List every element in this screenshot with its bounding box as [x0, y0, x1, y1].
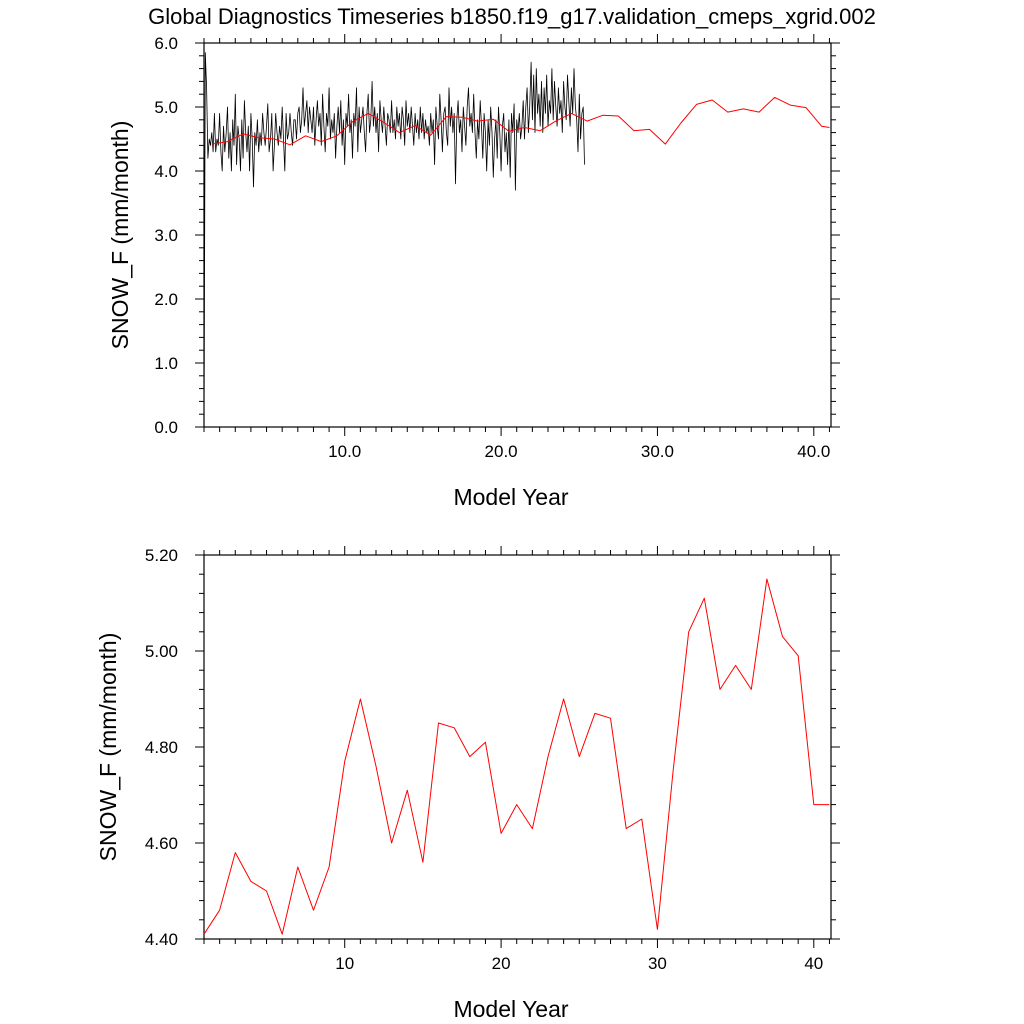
- annual-mean-line: [211, 96, 830, 146]
- y-tick-label: 6.0: [154, 34, 178, 53]
- x-tick-label: 20.0: [485, 442, 518, 461]
- top-x-axis-label: Model Year: [453, 484, 568, 510]
- page-title: Global Diagnostics Timeseries b1850.f19_…: [148, 4, 876, 29]
- bottom-y-axis-label: SNOW_F (mm/month): [95, 633, 121, 862]
- x-tick-label: 10: [335, 954, 354, 973]
- bottom-x-axis-label: Model Year: [453, 996, 568, 1022]
- x-tick-label: 40.0: [797, 442, 830, 461]
- y-tick-label: 0.0: [154, 418, 178, 437]
- top-annual-series: [211, 96, 830, 146]
- bottom-x-tick-labels: 10 20 30 40: [335, 954, 823, 973]
- monthly-line: [203, 52, 585, 428]
- bottom-panel: 4.40 4.60 4.80 5.00 5.20 10 20 30 40 Model Year…: [95, 546, 840, 1022]
- top-panel: 0.0 1.0 2.0 3.0 4.0 5.0 6.0 10.0 20.0 30.0 40.0 M…: [107, 34, 840, 510]
- bottom-annual-series: [203, 578, 830, 935]
- x-tick-label: 10.0: [328, 442, 361, 461]
- x-tick-label: 30: [648, 954, 667, 973]
- y-tick-label: 1.0: [154, 354, 178, 373]
- top-ticks: [195, 34, 840, 436]
- bottom-ticks: [195, 546, 840, 948]
- y-tick-label: 5.0: [154, 98, 178, 117]
- y-tick-label: 4.80: [145, 738, 178, 757]
- x-tick-label: 40: [804, 954, 823, 973]
- top-y-tick-labels: 0.0 1.0 2.0 3.0 4.0 5.0 6.0: [154, 34, 178, 437]
- y-tick-label: 5.20: [145, 546, 178, 565]
- x-tick-label: 30.0: [641, 442, 674, 461]
- y-tick-label: 4.0: [154, 162, 178, 181]
- y-tick-label: 2.0: [154, 290, 178, 309]
- y-tick-label: 3.0: [154, 226, 178, 245]
- top-x-tick-labels: 10.0 20.0 30.0 40.0: [328, 442, 830, 461]
- top-monthly-series: [203, 52, 585, 428]
- y-tick-label: 4.40: [145, 930, 178, 949]
- x-tick-label: 20: [492, 954, 511, 973]
- bottom-y-tick-labels: 4.40 4.60 4.80 5.00 5.20: [145, 546, 178, 949]
- y-tick-label: 5.00: [145, 642, 178, 661]
- annual-mean-line: [203, 578, 830, 935]
- top-y-axis-label: SNOW_F (mm/month): [107, 121, 133, 350]
- y-tick-label: 4.60: [145, 834, 178, 853]
